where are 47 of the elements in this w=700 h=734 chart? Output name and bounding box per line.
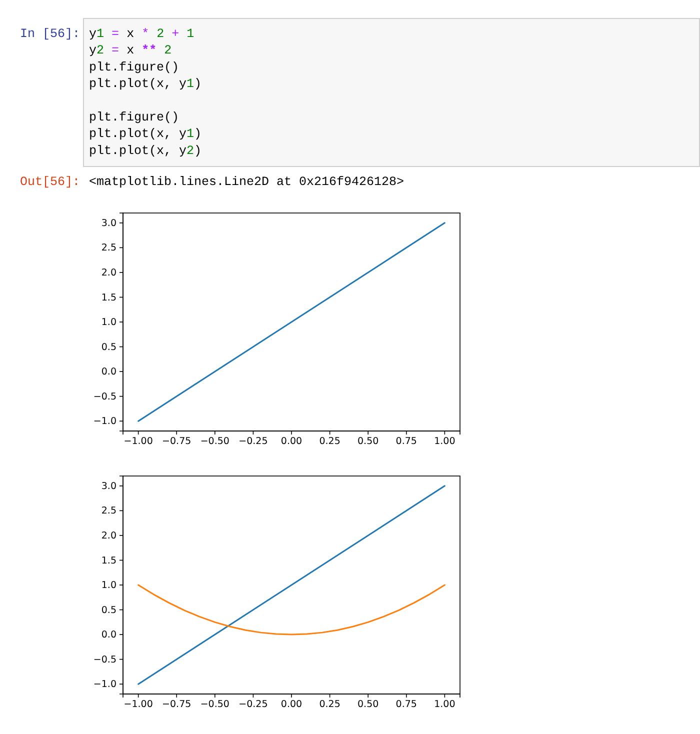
line-series (138, 584, 446, 636)
x-tick-label: −0.75 (162, 699, 192, 710)
y-tick-label: 0.0 (101, 630, 116, 641)
x-tick-label: 0.00 (280, 436, 302, 448)
y-tick-label: 1.5 (101, 292, 116, 304)
x-tick-label: −0.25 (238, 699, 268, 710)
y-tick-label: 2.0 (101, 530, 116, 542)
y-tick-label: 3.0 (101, 480, 116, 492)
text: In [56]: (20, 27, 80, 41)
text: plt.plot(x, y1) (89, 127, 202, 142)
text: plt.plot(x, y2) (89, 144, 202, 158)
x-tick-label: 0.25 (319, 436, 340, 448)
y-tick-label: 2.5 (101, 506, 116, 517)
x-tick-label: −1.00 (124, 436, 153, 448)
x-tick-label: 0.75 (396, 436, 417, 448)
y-tick-label: 2.0 (101, 267, 116, 278)
x-tick-label: −1.00 (124, 699, 153, 710)
text: y1 = x * 2 + 1 (89, 27, 194, 41)
text: Out[56]: (20, 175, 80, 189)
y-tick-label: 1.0 (101, 580, 116, 592)
y-tick-label: 0.5 (101, 342, 116, 353)
x-tick-label: 1.00 (434, 699, 456, 710)
text: plt.figure() (89, 60, 180, 74)
y-tick-label: 2.5 (101, 242, 116, 254)
y-tick-label: −0.5 (93, 654, 116, 666)
y-tick-label: 3.0 (101, 218, 116, 229)
x-tick-label: 0.75 (396, 699, 417, 710)
text: y2 = x ** 2 (89, 44, 172, 58)
x-tick-label: −0.50 (200, 436, 230, 448)
y-tick-label: −0.5 (93, 391, 116, 402)
x-tick-label: 0.50 (358, 436, 379, 448)
y-tick-label: 0.0 (101, 366, 116, 378)
text: plt.figure() (89, 110, 180, 124)
x-tick-label: 1.00 (434, 436, 456, 448)
text: plt.plot(x, y1) (89, 77, 202, 92)
x-tick-label: 0.25 (319, 699, 340, 710)
y-tick-label: 0.5 (101, 604, 116, 616)
x-tick-label: 0.00 (280, 699, 302, 710)
y-tick-label: 1.5 (101, 555, 116, 566)
x-tick-label: −0.50 (200, 699, 230, 710)
y-tick-label: −1.0 (93, 679, 116, 690)
x-tick-label: −0.25 (238, 436, 268, 448)
y-tick-label: −1.0 (93, 416, 116, 428)
text: <matplotlib.lines.Line2D at 0x216f9426128> (89, 175, 404, 189)
y-tick-label: 1.0 (101, 317, 116, 328)
x-tick-label: −0.75 (162, 436, 192, 448)
x-tick-label: 0.50 (358, 699, 379, 710)
